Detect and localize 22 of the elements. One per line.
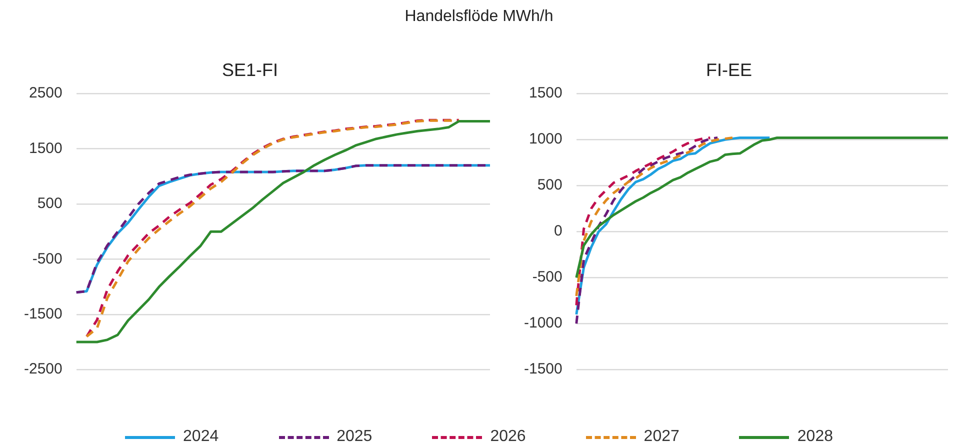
legend-label: 2027 — [644, 428, 680, 446]
chart-title: SE1-FI — [222, 60, 278, 80]
y-tick-label: 500 — [537, 176, 562, 194]
legend-label: 2025 — [336, 428, 372, 446]
text: Handelsflöde MWh/h — [404, 8, 554, 26]
y-tick-label: -1500 — [524, 360, 562, 378]
y-tick-label: 1500 — [28, 140, 62, 157]
y-tick-label: -500 — [32, 250, 62, 268]
legend-label: 2026 — [490, 428, 526, 446]
y-tick-label: 1500 — [528, 84, 562, 102]
y-tick-label: 1000 — [528, 130, 562, 148]
y-tick-label: 0 — [554, 222, 562, 240]
chart-title: FI-EE — [706, 60, 752, 80]
legend-label: 2024 — [183, 428, 219, 446]
line-series — [575, 136, 734, 298]
legend-label: 2028 — [797, 428, 833, 446]
y-tick-label: 2500 — [28, 84, 62, 102]
y-tick-label: -500 — [532, 268, 562, 286]
y-tick-label: -1500 — [24, 306, 62, 323]
y-tick-label: 500 — [37, 195, 62, 212]
y-tick-label: -2500 — [24, 360, 62, 378]
y-tick-label: -1000 — [524, 314, 562, 332]
